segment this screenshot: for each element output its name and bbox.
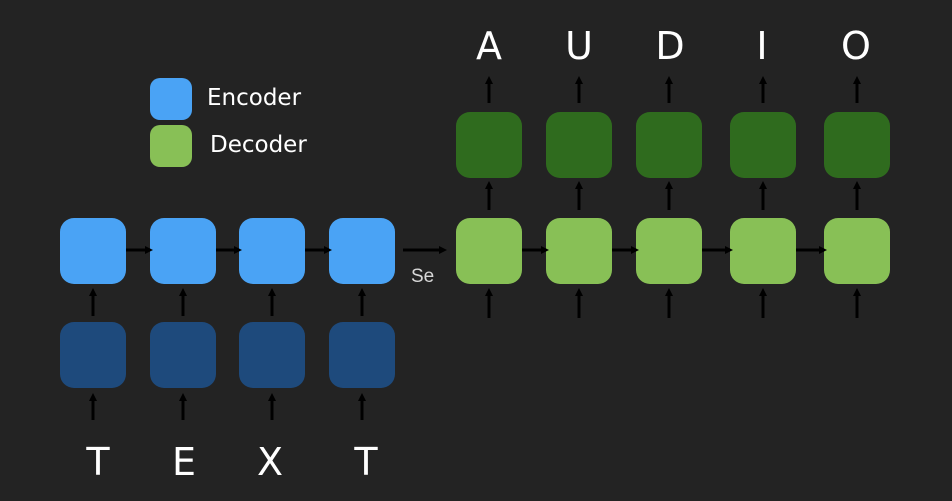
output-letter: A [476,24,502,68]
input-letter: T [354,440,378,484]
input-letter: X [256,440,284,484]
output-letter: O [841,24,871,68]
decoder-cell [824,218,890,284]
encoder-cell [60,218,126,284]
legend-encoder-label: Encoder [207,85,302,111]
decoder-cell [730,218,796,284]
output-letter: U [565,24,593,68]
decoder-cell [456,218,522,284]
encoder-input-cell [60,322,126,388]
decoder-output-cell [730,112,796,178]
encoder-input-cell [150,322,216,388]
decoder-cell [636,218,702,284]
decoder-output-cell [636,112,702,178]
encoder-input-cell [239,322,305,388]
decoder-cell [546,218,612,284]
context-label: Se [411,266,435,287]
input-letter: E [171,440,196,484]
legend-encoder-swatch [150,78,192,120]
input-letter: T [86,440,110,484]
legend-decoder-swatch [150,125,192,167]
encoder-cell [329,218,395,284]
decoder-output-cell [824,112,890,178]
output-letter: I [756,24,768,68]
legend-decoder-label: Decoder [210,132,307,158]
encoder-cell [150,218,216,284]
encoder-input-cell [329,322,395,388]
output-letter: D [655,24,685,68]
decoder-output-cell [546,112,612,178]
encoder-cell [239,218,305,284]
decoder-output-cell [456,112,522,178]
